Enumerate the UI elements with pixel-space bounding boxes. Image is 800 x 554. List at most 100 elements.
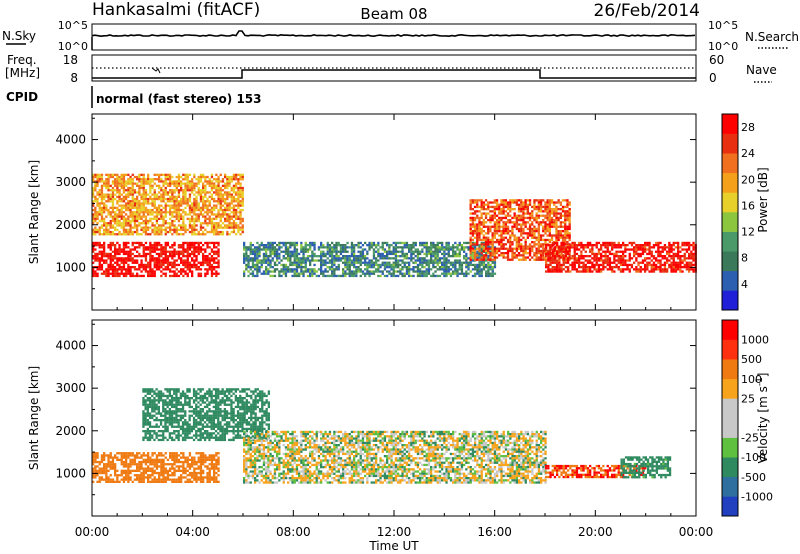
scatter-cell [491, 216, 494, 220]
scatter-cell [484, 225, 488, 228]
scatter-cell [273, 246, 277, 249]
scatter-cell [100, 193, 104, 196]
scatter-cell [478, 266, 481, 269]
scatter-cell [153, 272, 156, 275]
scatter-cell [375, 270, 378, 273]
scatter-cell [100, 272, 104, 275]
scatter-cell [221, 184, 225, 187]
scatter-cell [542, 252, 545, 255]
scatter-cell [535, 252, 538, 255]
scatter-cell [171, 206, 174, 209]
scatter-cell [144, 193, 148, 196]
scatter-cell [473, 258, 477, 261]
scatter-cell [280, 268, 283, 271]
scatter-cell [670, 268, 673, 271]
scatter-cell [423, 259, 426, 262]
scatter-cell [604, 259, 607, 262]
scatter-cell [160, 228, 163, 231]
scatter-cell [164, 206, 167, 209]
scatter-cell [469, 205, 472, 209]
scatter-cell [107, 195, 110, 198]
scatter-cell [251, 266, 255, 269]
scatter-cell [107, 193, 110, 196]
scatter-cell [226, 182, 229, 185]
scatter-cell [151, 228, 154, 231]
scatter-cell [567, 257, 570, 260]
scatter-cell [284, 257, 288, 260]
scatter-cell [493, 254, 496, 257]
scatter-cell [480, 214, 483, 217]
scatter-cell [533, 219, 536, 222]
scatter-cell [300, 263, 303, 267]
scatter-cell [493, 241, 496, 244]
scatter-cell [197, 178, 200, 181]
scatter-cell [105, 215, 108, 218]
scatter-cell [568, 254, 571, 257]
scatter-cell [208, 184, 211, 187]
scatter-cell [456, 252, 459, 256]
scatter-cell [473, 201, 477, 204]
scatter-cell [239, 204, 242, 207]
scatter-cell [164, 219, 167, 223]
scatter-cell [204, 217, 207, 220]
scatter-cell [458, 259, 461, 262]
scatter-cell [559, 230, 562, 233]
scatter-cell [199, 224, 203, 227]
scatter-cell [164, 233, 167, 236]
scatter-cell [549, 252, 552, 256]
scatter-cell [531, 227, 534, 231]
scatter-cell [504, 201, 507, 204]
scatter-cell [243, 252, 246, 256]
scatter-cell [648, 257, 651, 260]
scatter-cell [175, 206, 178, 209]
scatter-cell [188, 208, 192, 212]
scatter-cell [366, 270, 369, 273]
scatter-cell [151, 217, 154, 220]
scatter-cell [118, 175, 121, 179]
scatter-cell [320, 255, 323, 258]
scatter-cell [489, 230, 492, 233]
scatter-cell [533, 227, 536, 231]
scatter-cell [456, 261, 459, 264]
scatter-cell [377, 259, 380, 262]
scatter-cell [129, 268, 132, 271]
scatter-cell [471, 255, 475, 258]
scatter-cell [602, 255, 605, 258]
scatter-cell [568, 236, 571, 239]
scatter-cell [182, 182, 185, 185]
scatter-cell [335, 248, 338, 251]
scatter-cell [204, 259, 207, 262]
scatter-cell [197, 206, 200, 209]
scatter-cell [548, 219, 551, 222]
scatter-cell [147, 263, 150, 267]
scatter-cell [125, 272, 128, 275]
scatter-cell [111, 266, 115, 269]
scatter-cell [405, 272, 409, 275]
scatter-cell [333, 248, 336, 251]
scatter-cell [322, 259, 325, 262]
scatter-cell [129, 257, 132, 260]
scatter-cell [498, 205, 501, 209]
scatter-cell [256, 266, 259, 269]
scatter-cell [131, 217, 134, 220]
scatter-cell [197, 274, 200, 278]
scatter-cell [175, 263, 178, 267]
scatter-cell [164, 182, 167, 185]
scatter-cell [394, 266, 398, 269]
scatter-cell [320, 246, 323, 249]
scatter-cell [153, 274, 156, 278]
scatter-cell [188, 184, 192, 187]
scatter-cell [193, 204, 196, 207]
scatter-cell [553, 243, 556, 246]
scatter-cell [96, 191, 99, 194]
scatter-cell [147, 270, 150, 273]
scatter-cell [262, 270, 266, 273]
scatter-cell [284, 246, 288, 249]
scatter-cell [646, 263, 649, 267]
scatter-cell [300, 250, 303, 253]
scatter-cell [405, 261, 409, 264]
scatter-cell [520, 205, 523, 209]
scatter-cell [188, 261, 192, 264]
scatter-cell [416, 248, 420, 251]
scatter-cell [175, 180, 178, 183]
